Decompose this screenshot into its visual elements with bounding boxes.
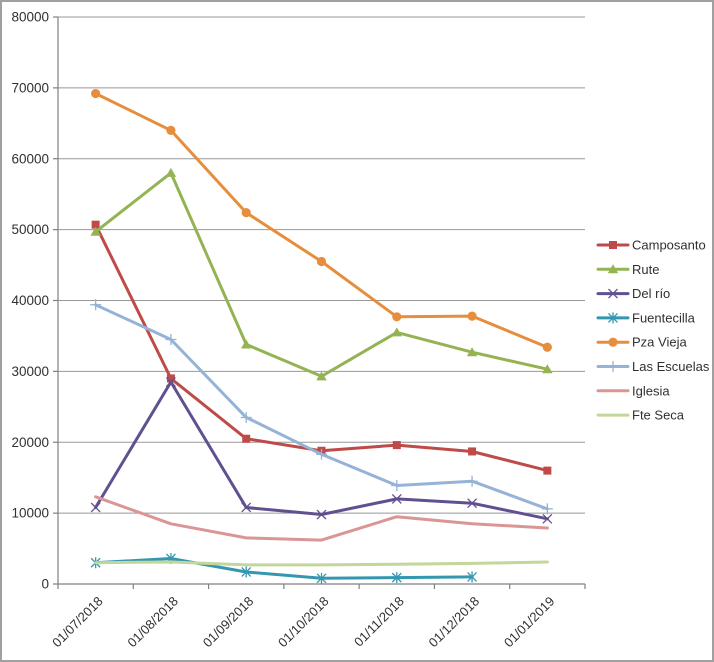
- circle-marker: [542, 342, 552, 352]
- legend-item-rute: Rute: [596, 262, 659, 277]
- square-marker: [91, 220, 100, 229]
- series-line: [94, 303, 549, 511]
- circle-marker: [467, 311, 477, 321]
- triangle-marker: [391, 327, 402, 337]
- triangle-marker: [165, 167, 177, 177]
- series-fte-seca: [94, 560, 549, 567]
- series-line: [94, 560, 549, 567]
- series-line: [94, 171, 549, 378]
- legend-item-camposanto: Camposanto: [596, 238, 706, 253]
- x-marker: [391, 493, 402, 504]
- circle-marker: [608, 337, 618, 347]
- legend-label: Pza Vieja: [632, 335, 687, 350]
- series-line: [94, 92, 549, 349]
- legend-label: Las Escuelas: [632, 359, 710, 374]
- y-axis-label: 0: [41, 577, 49, 592]
- x-marker: [316, 509, 327, 520]
- series-line: [94, 557, 474, 580]
- series-iglesia: [94, 495, 549, 542]
- legend-label: Camposanto: [632, 238, 706, 253]
- axes: [53, 16, 586, 589]
- legend-item-iglesia: Iglesia: [596, 383, 670, 398]
- legend-label: Fuentecilla: [632, 310, 696, 325]
- triangle-marker: [542, 364, 553, 374]
- series-pza-vieja: [91, 88, 552, 352]
- triangle-marker: [466, 347, 478, 357]
- series-fuentecilla: [90, 552, 478, 584]
- x-marker: [241, 502, 252, 513]
- circle-marker: [91, 88, 101, 99]
- y-axis-label: 30000: [11, 364, 49, 379]
- y-axis-label: 40000: [11, 293, 49, 308]
- square-marker: [242, 434, 251, 443]
- circle-marker: [241, 208, 251, 218]
- circle-marker: [166, 125, 176, 135]
- legend-item-pza-vieja: Pza Vieja: [596, 335, 687, 350]
- x-marker: [467, 498, 478, 509]
- series-las-escuelas: [90, 299, 553, 515]
- series-line: [94, 495, 549, 542]
- circle-marker: [392, 312, 402, 322]
- x-marker: [165, 377, 176, 387]
- y-axis-label: 20000: [11, 435, 49, 450]
- legend-label: Rute: [632, 262, 659, 277]
- triangle-marker: [607, 264, 619, 274]
- x-marker: [542, 513, 553, 524]
- legend: Camposanto Rute Del río Fuentecilla Pza Viej…: [596, 238, 710, 423]
- y-axis-label: 60000: [11, 151, 49, 166]
- square-marker: [166, 374, 175, 383]
- legend-item-las-escuelas: Las Escuelas: [596, 359, 710, 374]
- triangle-marker: [90, 226, 101, 236]
- x-axis-label: 01/07/2018: [49, 594, 106, 651]
- x-marker: [90, 502, 101, 513]
- legend-item-fte-seca: Fte Seca: [596, 408, 685, 423]
- x-axis-labels: 01/07/2018 01/08/2018 01/09/2018 01/10/2018…: [49, 594, 557, 651]
- y-axis-label: 80000: [11, 10, 49, 25]
- square-marker: [468, 447, 477, 456]
- triangle-marker: [316, 371, 327, 381]
- legend-label: Del río: [632, 286, 670, 301]
- y-axis-label: 10000: [11, 506, 49, 521]
- x-axis-label: 01/09/2018: [200, 594, 257, 651]
- legend-label: Iglesia: [632, 383, 670, 398]
- series-del-río: [90, 377, 553, 524]
- y-axis-labels: 0 10000 20000 30000 40000 50000 60000 70000 8000…: [11, 10, 49, 592]
- x-axis-label: 01/08/2018: [124, 594, 181, 651]
- square-marker: [392, 441, 401, 450]
- x-marker: [608, 288, 618, 299]
- x-axis-label: 01/11/2018: [351, 594, 407, 650]
- square-marker: [609, 241, 617, 249]
- x-axis-label: 01/12/2018: [426, 594, 483, 651]
- legend-item-fuentecilla: Fuentecilla: [596, 310, 696, 325]
- y-axis-label: 50000: [11, 222, 49, 237]
- triangle-marker: [241, 339, 252, 349]
- series-rute: [90, 167, 553, 381]
- y-axis-label: 70000: [11, 80, 49, 95]
- x-axis-label: 01/10/2018: [275, 594, 332, 651]
- legend-item-del-río: Del río: [596, 286, 670, 301]
- x-axis-label: 01/01/2019: [501, 594, 558, 651]
- circle-marker: [316, 256, 327, 267]
- legend-label: Fte Seca: [632, 408, 685, 423]
- square-marker: [543, 466, 552, 475]
